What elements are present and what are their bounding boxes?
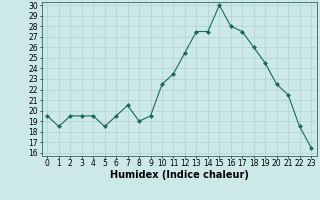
X-axis label: Humidex (Indice chaleur): Humidex (Indice chaleur) bbox=[110, 170, 249, 180]
